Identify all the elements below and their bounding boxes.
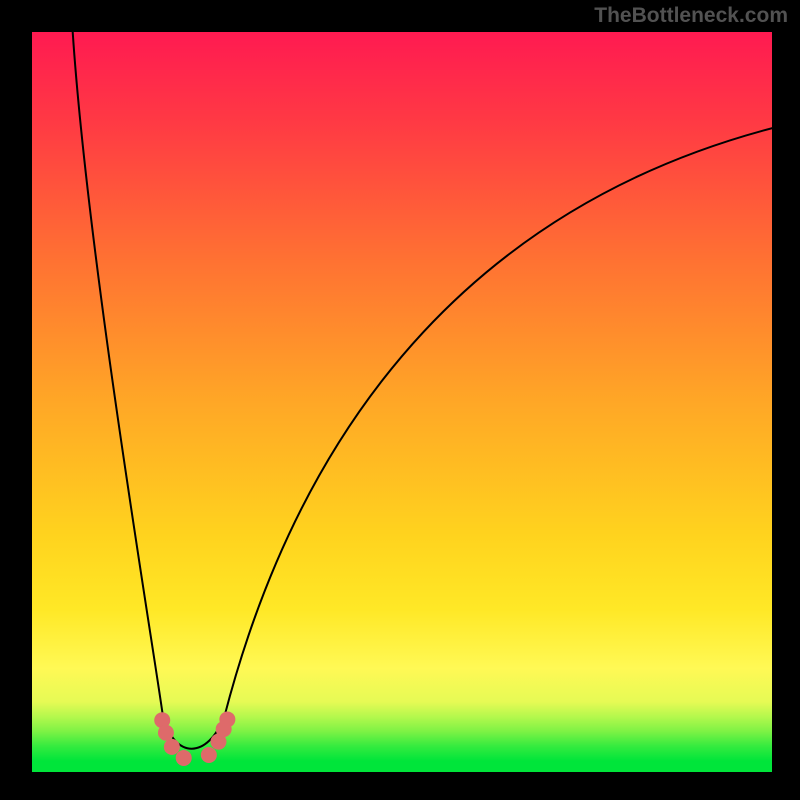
data-marker	[176, 750, 192, 766]
bottleneck-chart	[32, 32, 772, 772]
data-marker	[219, 711, 235, 727]
gradient-background	[32, 32, 772, 772]
watermark-text: TheBottleneck.com	[594, 4, 788, 28]
data-marker	[158, 725, 174, 741]
chart-frame: TheBottleneck.com	[0, 0, 800, 800]
data-marker	[201, 747, 217, 763]
chart-svg	[32, 32, 772, 772]
data-marker	[164, 739, 180, 755]
